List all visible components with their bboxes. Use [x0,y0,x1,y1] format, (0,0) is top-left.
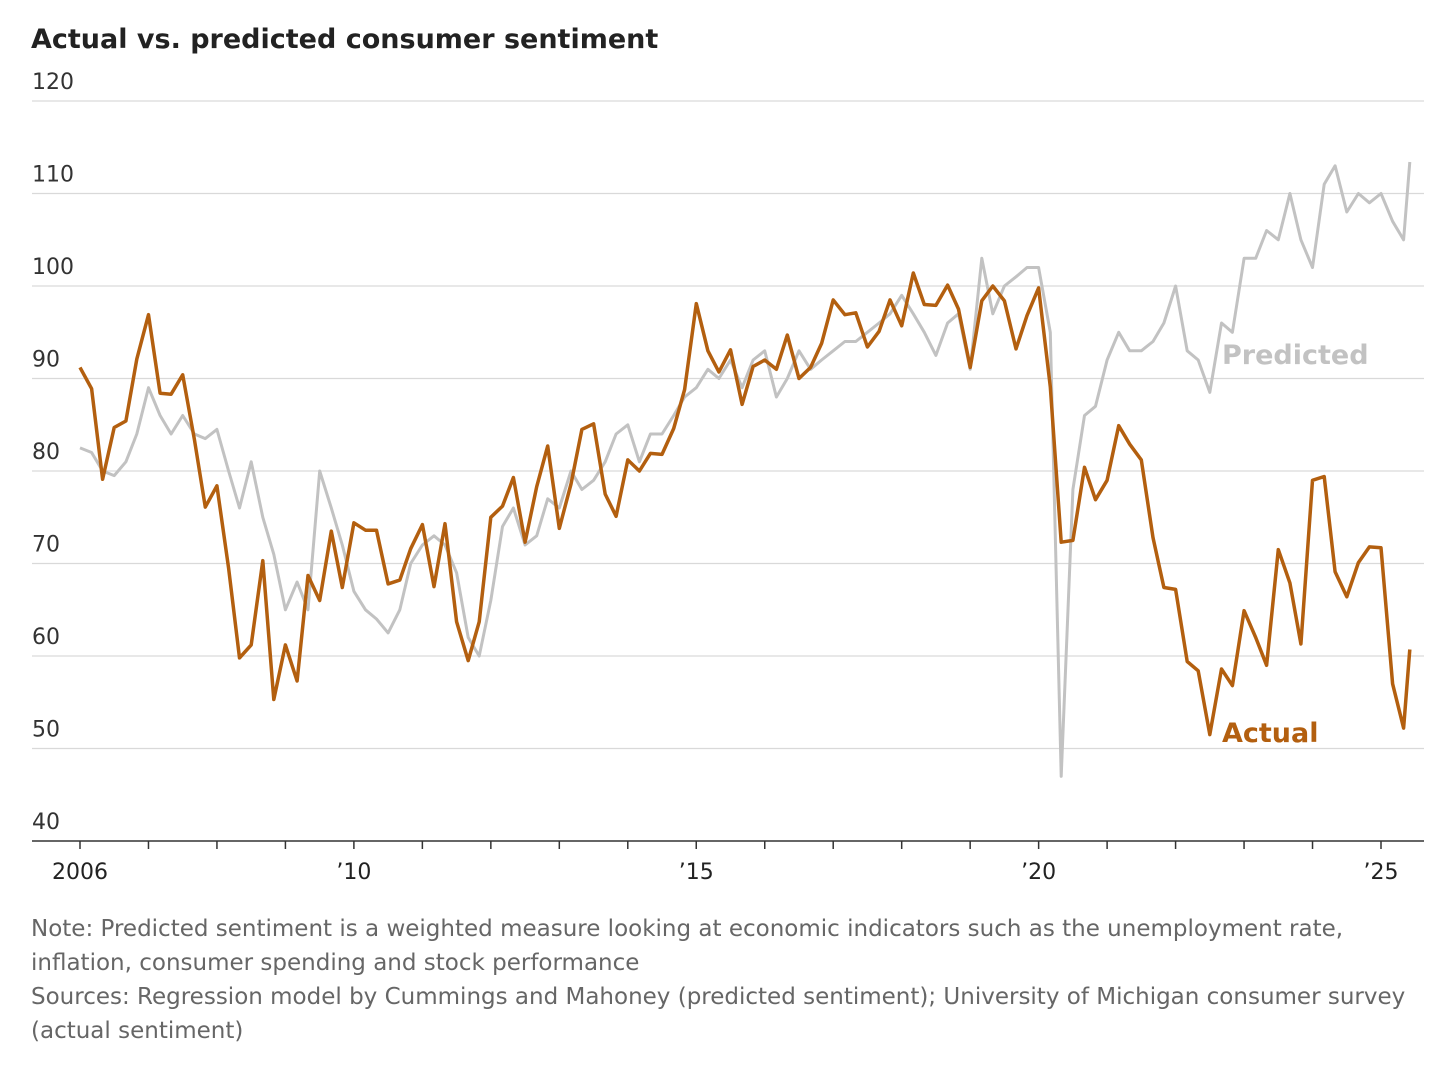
y-tick-label: 50 [32,718,60,743]
notes: Note: Predicted sentiment is a weighted … [31,912,1421,1048]
series-line [79,161,1412,778]
x-tick-label: ’10 [336,860,371,885]
series-line [78,271,1412,737]
x-tick-label: ’15 [679,860,714,885]
y-tick-label: 120 [32,70,74,95]
x-tick-label: 2006 [52,860,108,885]
y-tick-label: 40 [32,810,60,835]
y-tick-label: 90 [32,348,60,373]
series-label: Actual [1222,718,1319,749]
sources: Sources: Regression model by Cummings an… [31,984,1406,1044]
y-tick-label: 60 [32,625,60,650]
y-tick-label: 70 [32,533,60,558]
x-tick-label: ’20 [1021,860,1056,885]
series-label: Predicted [1222,340,1369,371]
y-tick-label: 80 [32,440,60,465]
chart-title: Actual vs. predicted consumer sentiment [31,24,658,55]
note: Note: Predicted sentiment is a weighted … [31,916,1344,976]
y-tick-label: 100 [32,255,74,280]
chart: Actual vs. predicted consumer sentiment … [31,24,1424,885]
y-tick-label: 110 [32,163,74,188]
x-tick-label: ’25 [1364,860,1399,885]
